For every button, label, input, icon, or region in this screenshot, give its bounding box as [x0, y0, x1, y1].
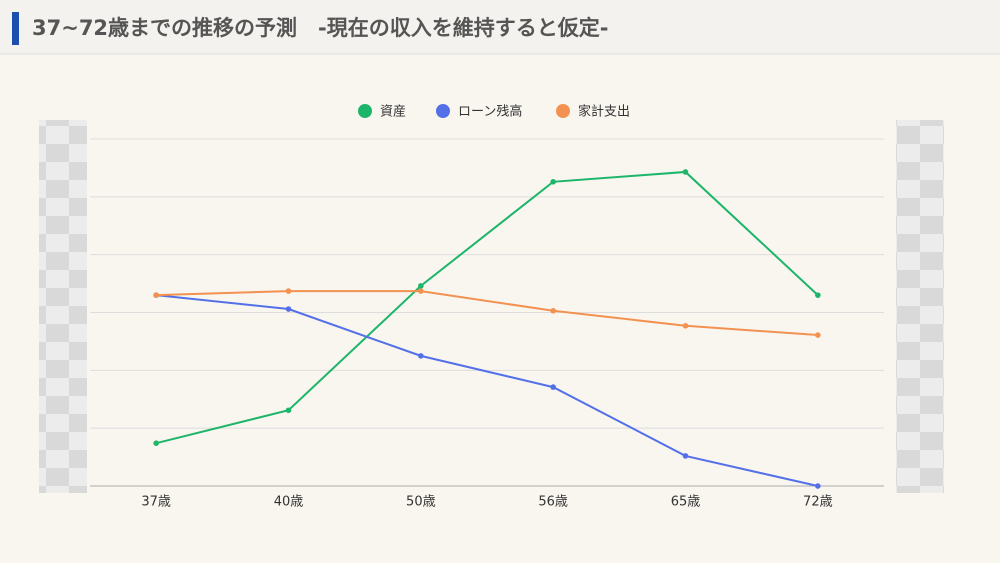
data-point [285, 288, 292, 294]
decoration-left [39, 120, 87, 493]
data-point [682, 323, 689, 329]
data-point [550, 384, 556, 390]
chart-title: 37~72歳までの推移の予測 -現在の収入を維持すると仮定- [32, 16, 608, 40]
data-point [550, 178, 556, 185]
data-point [418, 283, 424, 289]
data-point [815, 292, 821, 298]
series-line [156, 290, 818, 337]
data-point [285, 407, 292, 414]
series-line [155, 170, 819, 445]
x-tick-label: 72歳 [803, 495, 833, 510]
x-tick-label: 37歳 [141, 495, 171, 510]
series-line [156, 294, 819, 487]
data-point [418, 353, 424, 359]
legend-label: ローン残高 [458, 104, 522, 120]
x-tick-label: 40歳 [274, 495, 304, 510]
data-point [418, 288, 424, 294]
data-point [285, 306, 292, 312]
x-tick-label: 56歳 [538, 495, 568, 510]
legend-label: 家計支出 [578, 104, 630, 120]
decoration-right [896, 120, 944, 493]
x-tick-label: 50歳 [406, 495, 436, 510]
data-point [682, 453, 689, 459]
data-point [550, 307, 556, 314]
data-point [815, 332, 821, 338]
data-point [153, 440, 159, 447]
data-point [815, 483, 821, 489]
data-point [153, 292, 159, 298]
title-accent [12, 12, 19, 45]
x-tick-label: 65歳 [671, 495, 701, 510]
legend-marker [556, 104, 570, 118]
header-bar [0, 0, 1000, 54]
legend-marker [358, 104, 372, 118]
legend-marker [436, 104, 450, 118]
data-point [682, 169, 689, 175]
legend-label: 資産 [380, 104, 406, 120]
